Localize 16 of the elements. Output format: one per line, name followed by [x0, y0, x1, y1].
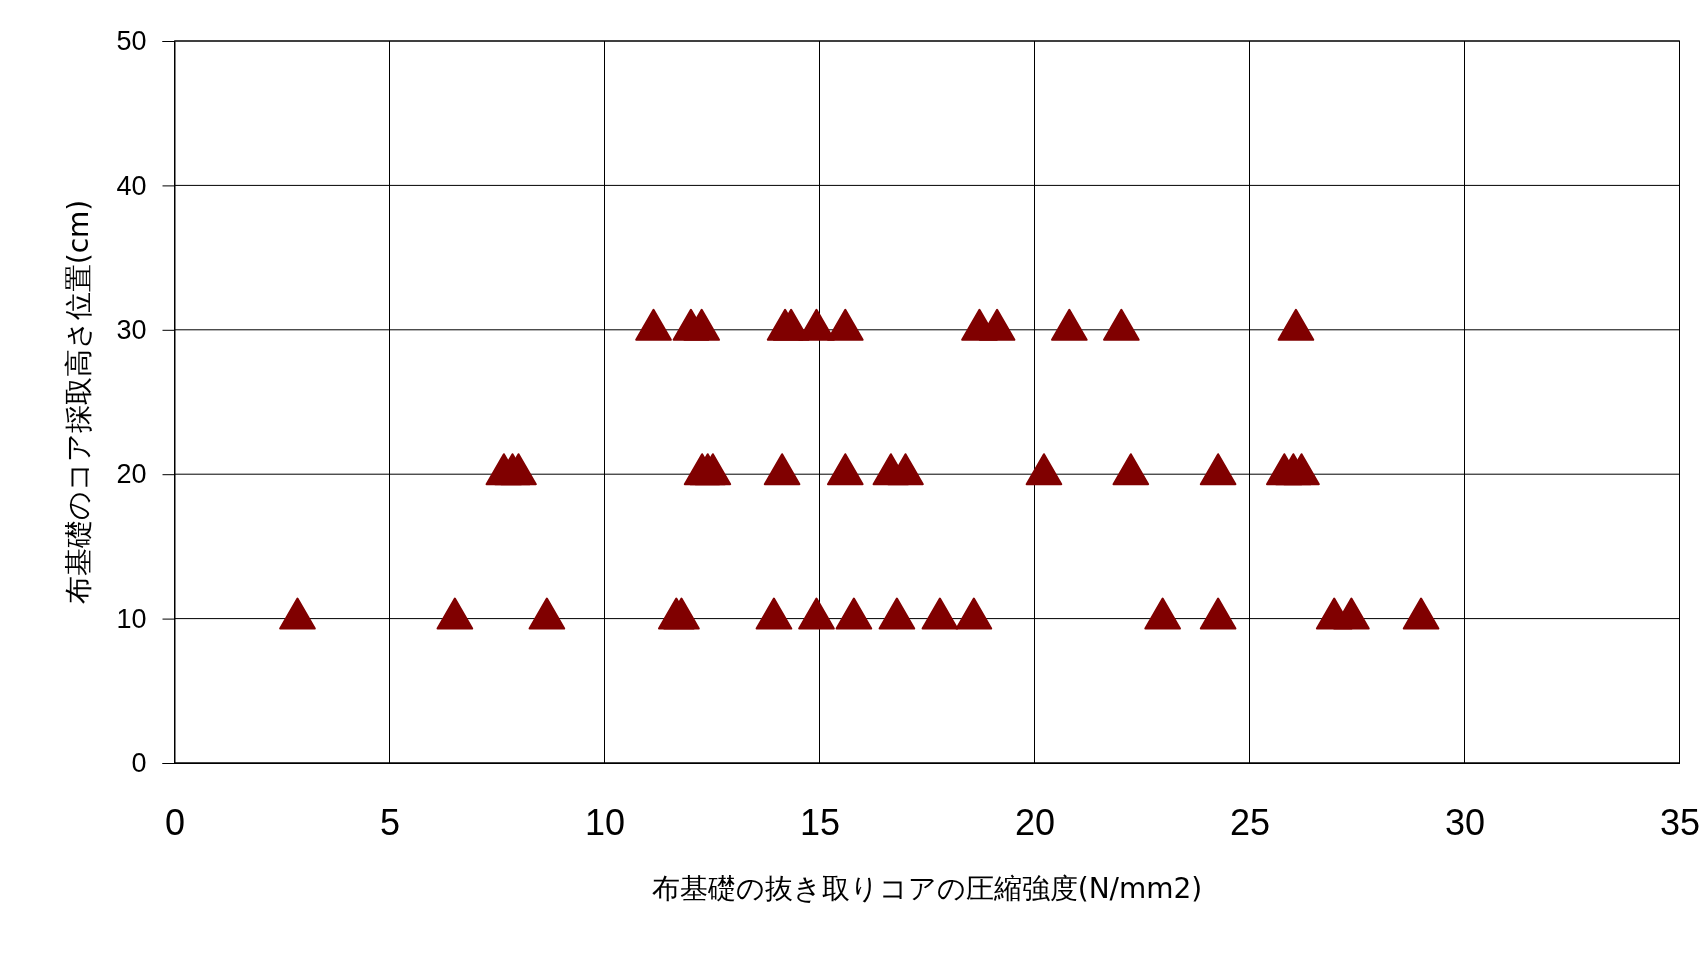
x-tick-label: 25	[1229, 801, 1271, 843]
x-tick-label: 5	[379, 801, 401, 843]
y-tick-label: 10	[116, 603, 147, 634]
y-tick-label: 40	[116, 170, 147, 201]
x-tick-label: 30	[1444, 801, 1486, 843]
y-tick-label: 20	[116, 459, 147, 490]
x-tick-label: 35	[1659, 801, 1701, 843]
y-tick-label: 0	[131, 748, 147, 779]
y-tick-label: 50	[116, 26, 147, 57]
x-tick-label: 20	[1014, 801, 1056, 843]
x-axis-title: 布基礎の抜き取りコアの圧縮強度(N/mm2)	[651, 872, 1203, 905]
x-tick-label: 10	[584, 801, 626, 843]
x-tick-label: 0	[164, 801, 186, 843]
x-tick-label: 15	[799, 801, 841, 843]
y-tick-label: 30	[116, 314, 147, 345]
y-axis-title: 布基礎のコア採取高さ位置(cm)	[62, 199, 95, 605]
